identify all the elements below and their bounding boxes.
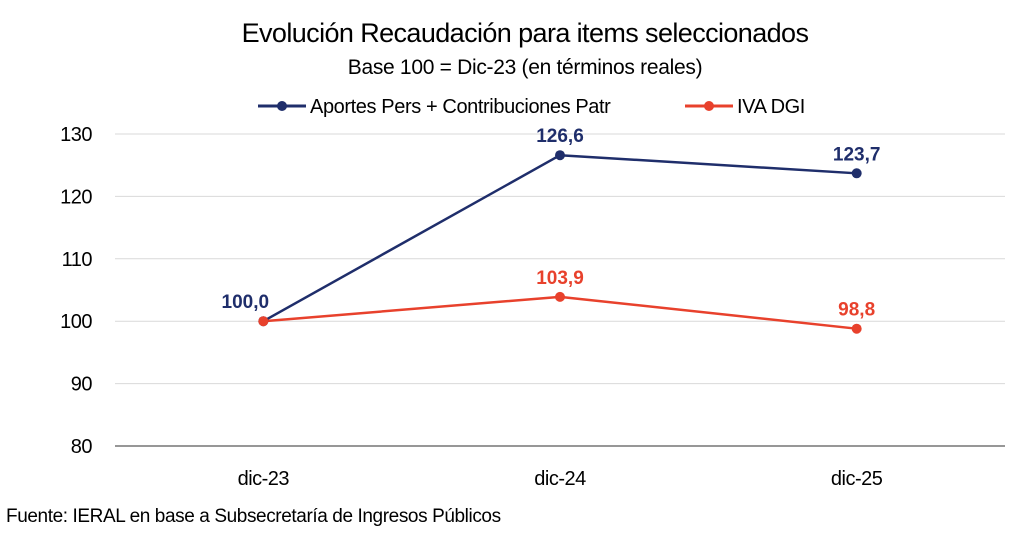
- legend-label-series-2: IVA DGI: [737, 96, 805, 118]
- data-label-series-1: 123,7: [833, 144, 881, 165]
- chart-subtitle: Base 100 = Dic-23 (en términos reales): [348, 56, 703, 79]
- data-label-series-2: 103,9: [536, 268, 584, 289]
- y-tick-label: 130: [60, 124, 92, 146]
- data-point-series-2: [258, 316, 269, 327]
- data-point-series-2: [851, 323, 862, 334]
- data-point-series-2: [555, 291, 565, 302]
- legend-marker-series-1: [277, 101, 287, 111]
- data-label-series-2: 98,8: [838, 300, 875, 321]
- y-tick-label: 110: [62, 249, 93, 271]
- x-tick-label: dic-24: [534, 468, 586, 490]
- legend-marker-series-2: [704, 101, 714, 111]
- y-tick-label: 120: [60, 186, 92, 208]
- chart-title: Evolución Recaudación para items selecci…: [242, 18, 809, 48]
- data-label-series-1: 126,6: [536, 126, 584, 147]
- data-point-series-1: [851, 168, 862, 179]
- legend-label-series-1: Aportes Pers + Contribuciones Patr: [310, 96, 611, 118]
- data-point-series-1: [555, 150, 565, 161]
- source-note: Fuente: IERAL en base a Subsecretaría de…: [6, 506, 501, 527]
- x-tick-label: dic-23: [238, 468, 290, 490]
- y-tick-label: 80: [71, 436, 93, 458]
- plot-area: 80 90 100 110 120 130 dic-23 dic-24 dic-25 100,0 1…: [60, 124, 1005, 490]
- x-tick-label: dic-25: [831, 468, 883, 490]
- y-tick-label: 100: [60, 311, 92, 333]
- line-chart: Evolución Recaudación para items selecci…: [60, 18, 1005, 490]
- data-label-series-1: 100,0: [222, 292, 270, 313]
- legend: Aportes Pers + Contribuciones Patr IVA D…: [258, 96, 805, 118]
- y-tick-label: 90: [71, 374, 93, 396]
